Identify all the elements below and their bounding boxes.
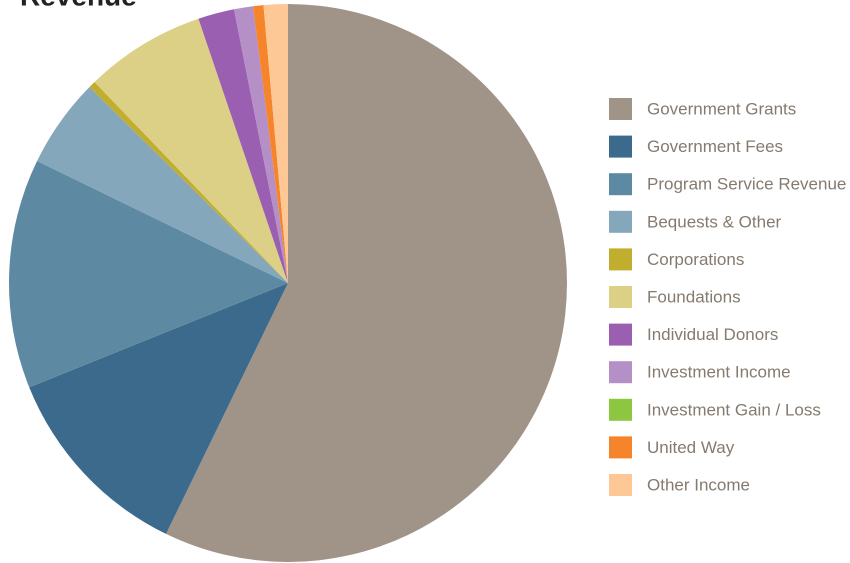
- legend-label: Government Grants: [647, 99, 796, 118]
- legend-swatch: [609, 436, 632, 459]
- pie-slice: [8, 161, 288, 388]
- pie-slice: [233, 6, 288, 283]
- legend-swatch: [609, 135, 632, 158]
- legend-label: Individual Donors: [647, 325, 778, 344]
- legend-swatch: [609, 210, 632, 233]
- legend-swatch: [609, 248, 632, 271]
- legend-label: Investment Income: [647, 363, 791, 382]
- pie-slice: [198, 9, 288, 283]
- legend-swatch: [609, 286, 632, 308]
- legend-swatch: [609, 173, 632, 196]
- legend-label: Foundations: [647, 287, 741, 306]
- pie-slice: [37, 86, 288, 283]
- chart-title: Revenue: [20, 0, 137, 11]
- pie-slice: [89, 82, 289, 283]
- legend-swatch: [609, 323, 632, 346]
- legend-label: Program Service Revenue: [647, 175, 846, 194]
- legend-label: Bequests & Other: [647, 212, 782, 231]
- pie-slice: [166, 4, 568, 562]
- legend-label: Government Fees: [647, 137, 783, 156]
- pie-slice: [29, 283, 289, 534]
- legend-label: Corporations: [647, 250, 744, 269]
- legend-label: Investment Gain / Loss: [647, 400, 821, 419]
- pie-slice: [94, 18, 288, 283]
- legend-swatch: [609, 361, 632, 384]
- pie-slice: [253, 5, 288, 283]
- legend-swatch: [609, 398, 632, 421]
- legend-swatch: [609, 474, 632, 496]
- legend-swatch: [609, 98, 632, 120]
- legend-label: United Way: [647, 438, 735, 457]
- legend-label: Other Income: [647, 475, 750, 494]
- pie-slice: [263, 4, 288, 283]
